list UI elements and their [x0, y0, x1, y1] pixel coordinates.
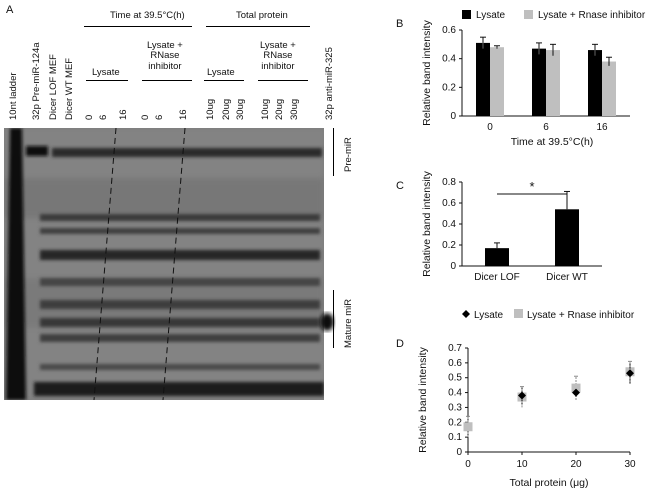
bar: [602, 61, 616, 116]
y-tick-label: 0.3: [448, 402, 462, 413]
x-tick-label: 6: [543, 122, 549, 133]
y-tick-label: 0.6: [442, 198, 456, 209]
gel-sub-lysate-rnase-1: Lysate + RNase inhibitor: [147, 40, 183, 72]
x-tick-label: 0: [487, 122, 493, 133]
gel-sub-lysate-rnase-2: Lysate + RNase inhibitor: [260, 40, 296, 72]
y-tick-label: 0: [450, 111, 456, 122]
bar: [485, 248, 509, 266]
y-tick-label: 0.4: [442, 219, 456, 230]
scatter-point-square: [463, 422, 473, 432]
gel-image: [4, 127, 324, 401]
chart-c: 0 0.2 0.4 0.6 0.8 Dicer LOF Dicer WT * Relative …: [421, 170, 602, 283]
pre-mir-label: Pre-miR: [343, 137, 354, 172]
gel-sub-line-1: [86, 80, 128, 81]
bar: [546, 50, 560, 116]
gel-lane-label: 10ug: [205, 98, 216, 120]
y-tick-label: 0.2: [442, 82, 456, 93]
gel-lane-label: 20ug: [221, 98, 232, 120]
y-axis-label: Relative band intensity: [421, 19, 433, 125]
legend-swatch-lysate: [462, 10, 471, 19]
gel-lane-label: 32p anti-miR-325: [324, 47, 335, 120]
gel-header-protein-line: [206, 26, 310, 27]
bar: [490, 47, 504, 117]
gel-lane-label: 16: [118, 109, 129, 120]
mature-mir-label: Mature miR: [343, 298, 354, 348]
bar: [476, 42, 490, 116]
x-tick-label: 10: [516, 459, 528, 470]
chart-b: Lysate Lysate + Rnase inhibitor 0 0.2 0.4 0.6…: [421, 10, 646, 148]
gel-lane-label: 10ug: [260, 98, 271, 120]
gel-lane-label: 30ug: [289, 98, 300, 120]
gel-sub-line-2: [142, 80, 192, 81]
y-tick-label: 0.4: [448, 388, 462, 399]
x-axis-label: Time at 39.5°C(h): [511, 136, 594, 148]
y-axis-label: Relative band intensity: [421, 170, 433, 276]
gel-lane-label: Dicer LOF MEF: [48, 54, 59, 120]
x-tick-label: 16: [596, 122, 608, 133]
y-axis-label: Relative band intensity: [417, 346, 429, 452]
gel-sub-line-3: [204, 80, 244, 81]
scatter-point-square: [571, 383, 581, 393]
gel-header-protein: Total protein: [236, 10, 288, 21]
scatter-point-diamond: [626, 369, 634, 378]
y-tick-label: 0.7: [448, 343, 462, 354]
x-tick-label: Dicer WT: [546, 272, 588, 283]
gel-bands: [4, 127, 324, 401]
x-tick-label: 0: [465, 459, 471, 470]
legend-label-lysate: Lysate: [474, 310, 504, 321]
y-tick-label: 0.2: [448, 417, 462, 428]
legend-label-lysate: Lysate: [476, 10, 506, 21]
gel-lane-label: 0: [84, 114, 95, 120]
gel-header-time: Time at 39.5°C(h): [110, 10, 185, 21]
legend-swatch-lysate-rnase: [524, 10, 533, 19]
gel-lane-label: 10nt ladder: [8, 72, 19, 120]
mature-mir-bracket: [333, 290, 334, 348]
y-tick-label: 0.2: [442, 240, 456, 251]
panel-label-a: A: [6, 4, 14, 16]
y-tick-label: 0.1: [448, 432, 462, 443]
legend-label-lysate-rnase: Lysate + Rnase inhibitor: [538, 10, 646, 21]
panel-label-b: B: [396, 18, 404, 30]
gel-sub-line-4: [258, 80, 308, 81]
y-tick-label: 0.6: [442, 25, 456, 36]
gel-lane-label: 30ug: [235, 98, 246, 120]
y-tick-label: 0.6: [448, 358, 462, 369]
pre-mir-bracket: [333, 128, 334, 176]
x-axis-label: Total protein (μg): [509, 477, 588, 489]
panel-label-c: C: [396, 180, 404, 192]
x-tick-label: Dicer LOF: [474, 272, 520, 283]
bar: [588, 50, 602, 116]
gel-lane-label: 6: [98, 114, 109, 120]
y-tick-label: 0: [456, 447, 462, 458]
gel-lane-label: 20ug: [274, 98, 285, 120]
y-tick-label: 0.5: [448, 373, 462, 384]
x-tick-label: 20: [570, 459, 582, 470]
bar: [555, 209, 579, 266]
significance-star: *: [529, 179, 534, 194]
y-tick-label: 0.4: [442, 54, 456, 65]
gel-lane-label: 16: [178, 109, 189, 120]
gel-lane-label: 32p Pre-miR-124a: [31, 42, 42, 120]
gel-header-time-line: [84, 26, 192, 27]
scatter-point-diamond: [572, 388, 580, 397]
legend-marker-lysate: [462, 310, 470, 318]
bar: [532, 48, 546, 117]
legend-marker-lysate-rnase: [514, 309, 523, 318]
scatter-point-diamond: [518, 391, 526, 400]
gel-sub-lysate-2: Lysate: [207, 67, 235, 78]
gel-sub-lysate-1: Lysate: [92, 67, 120, 78]
y-tick-label: 0: [450, 261, 456, 272]
chart-d: Lysate Lysate + Rnase inhibitor 0 0.1 0.2 0.3…: [417, 309, 636, 489]
gel-lane-label: Dicer WT MEF: [64, 57, 75, 120]
anti-mir-spot: [320, 313, 334, 331]
legend-label-lysate-rnase: Lysate + Rnase inhibitor: [527, 310, 635, 321]
x-tick-label: 30: [624, 459, 636, 470]
gel-lane-label: 6: [154, 114, 165, 120]
gel-lane-label: 0: [140, 114, 151, 120]
y-tick-label: 0.8: [442, 177, 456, 188]
panel-label-d: D: [396, 338, 404, 350]
